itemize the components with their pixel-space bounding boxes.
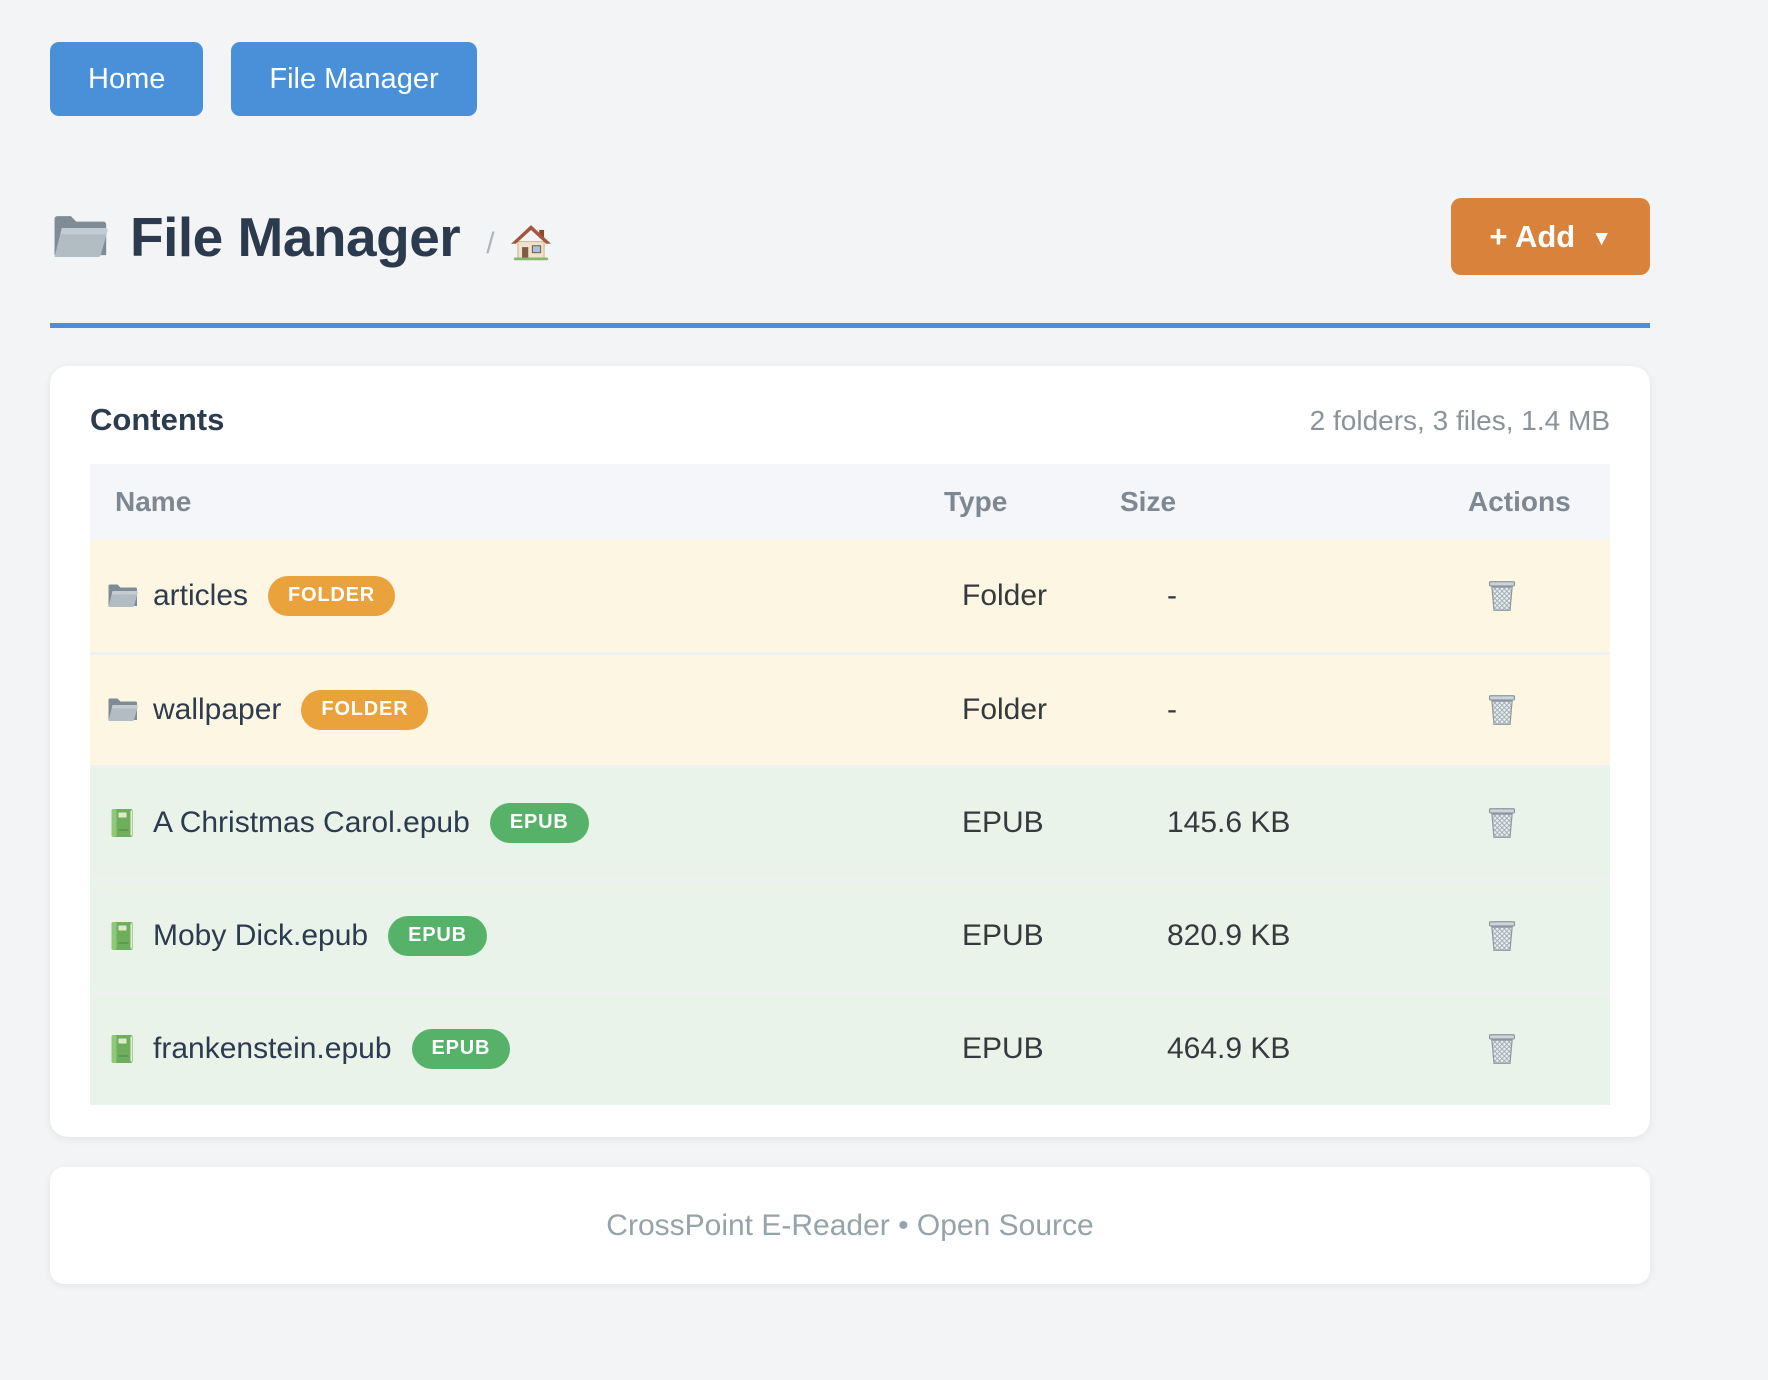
contents-summary: 2 folders, 3 files, 1.4 MB xyxy=(1309,405,1610,436)
home-button[interactable]: Home xyxy=(50,42,204,116)
page: Home File Manager File Manager / + Add ▼… xyxy=(50,0,1650,1284)
file-name: A Christmas Carol.epub xyxy=(153,805,470,839)
contents-header: Contents 2 folders, 3 files, 1.4 MB xyxy=(90,402,1610,438)
table-header-row: Name Type Size Actions xyxy=(90,464,1610,540)
contents-heading: Contents xyxy=(90,402,225,437)
file-row[interactable]: A Christmas Carol.epub EPUB EPUB 145.6 K… xyxy=(90,766,1610,879)
file-size: - xyxy=(1167,692,1177,726)
file-type: EPUB xyxy=(962,805,1044,839)
house-icon[interactable] xyxy=(509,221,553,265)
column-header-size: Size xyxy=(1120,486,1177,517)
folder-icon xyxy=(106,579,138,613)
top-nav: Home File Manager xyxy=(50,0,1650,116)
column-header-name: Name xyxy=(115,486,192,517)
folder-icon xyxy=(50,208,108,266)
file-row[interactable]: Moby Dick.epub EPUB EPUB 820.9 KB xyxy=(90,879,1610,992)
file-type: Folder xyxy=(962,578,1048,612)
file-name: articles xyxy=(153,578,249,612)
file-size: - xyxy=(1167,578,1177,612)
contents-table-body: articles FOLDER Folder - wallpaper FOLDE… xyxy=(90,540,1610,1105)
file-name: Moby Dick.epub xyxy=(153,918,369,952)
title-divider xyxy=(50,323,1650,328)
file-type: EPUB xyxy=(962,1032,1044,1066)
book-icon xyxy=(106,919,138,953)
file-type: EPUB xyxy=(962,918,1044,952)
delete-button[interactable] xyxy=(1483,1029,1521,1069)
delete-button[interactable] xyxy=(1483,803,1521,843)
file-row[interactable]: wallpaper FOLDER Folder - xyxy=(90,653,1610,766)
file-row[interactable]: frankenstein.epub EPUB EPUB 464.9 KB xyxy=(90,992,1610,1105)
footer-text: CrossPoint E-Reader • Open Source xyxy=(606,1208,1094,1242)
chevron-down-icon: ▼ xyxy=(1591,226,1612,250)
delete-button[interactable] xyxy=(1483,916,1521,956)
column-header-actions: Actions xyxy=(1468,486,1571,517)
file-size: 145.6 KB xyxy=(1167,805,1291,839)
trash-icon xyxy=(1483,916,1521,956)
type-badge: EPUB xyxy=(489,802,589,843)
file-manager-button[interactable]: File Manager xyxy=(231,42,477,116)
add-button-label: + Add xyxy=(1489,218,1576,254)
book-icon xyxy=(106,806,138,840)
file-row[interactable]: articles FOLDER Folder - xyxy=(90,540,1610,653)
trash-icon xyxy=(1483,1029,1521,1069)
delete-button[interactable] xyxy=(1483,576,1521,616)
book-icon xyxy=(106,1032,138,1066)
delete-button[interactable] xyxy=(1483,690,1521,730)
type-badge: FOLDER xyxy=(268,575,396,616)
contents-card: Contents 2 folders, 3 files, 1.4 MB Name… xyxy=(50,366,1650,1137)
trash-icon xyxy=(1483,576,1521,616)
type-badge: EPUB xyxy=(388,915,487,956)
file-name: wallpaper xyxy=(153,692,282,726)
page-header: File Manager / + Add ▼ xyxy=(50,198,1650,275)
trash-icon xyxy=(1483,803,1521,843)
add-button[interactable]: + Add ▼ xyxy=(1451,198,1650,275)
file-name: frankenstein.epub xyxy=(153,1032,392,1066)
folder-icon xyxy=(106,693,138,727)
file-size: 820.9 KB xyxy=(1167,918,1291,952)
breadcrumb-separator: / xyxy=(486,226,495,260)
type-badge: FOLDER xyxy=(301,689,429,730)
files-table: Name Type Size Actions articles FOLDER F… xyxy=(90,464,1610,1105)
type-badge: EPUB xyxy=(411,1029,511,1070)
title-group: File Manager / xyxy=(50,205,1451,269)
column-header-type: Type xyxy=(944,486,1008,517)
file-size: 464.9 KB xyxy=(1167,1032,1291,1066)
page-title: File Manager xyxy=(130,205,461,268)
trash-icon xyxy=(1483,690,1521,730)
file-type: Folder xyxy=(962,692,1048,726)
footer-card: CrossPoint E-Reader • Open Source xyxy=(50,1167,1650,1284)
